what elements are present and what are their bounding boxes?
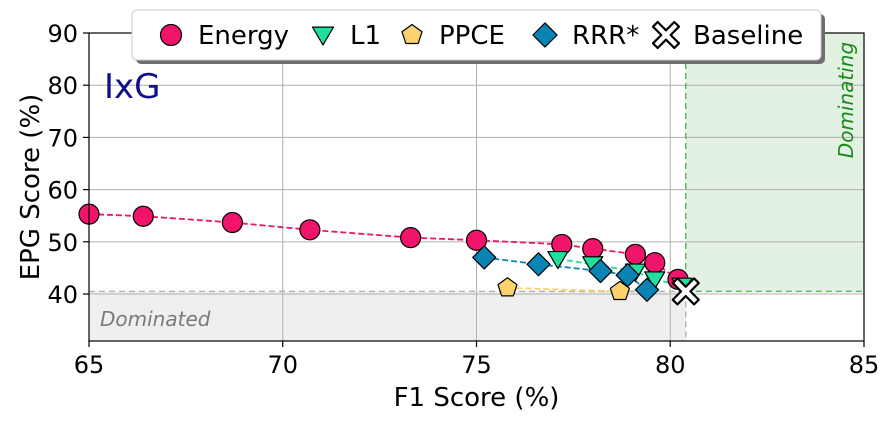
l1-legend-marker <box>311 26 335 46</box>
ppce-series-line <box>507 286 620 293</box>
energy-point <box>465 229 488 251</box>
rrr-point <box>526 252 551 277</box>
x-tick-label: 65 <box>74 351 105 379</box>
dominating-region-label: Dominating <box>834 42 858 158</box>
energy-point <box>221 211 243 234</box>
legend: Energy L1 PPCE RRR* Baseline <box>131 9 825 64</box>
x-axis-label: F1 Score (%) <box>394 383 560 413</box>
energy-point <box>299 219 321 241</box>
regions-layer <box>89 33 864 341</box>
x-tick-label: 75 <box>461 351 492 379</box>
rrr-series-line <box>484 256 648 291</box>
x-tick-label: 85 <box>849 351 880 379</box>
rrr-point <box>588 258 613 284</box>
ticks-layer: 65 70 75 80 85 40 50 60 70 80 90 <box>47 20 879 379</box>
energy-point <box>582 238 604 260</box>
rrr-point <box>634 277 660 302</box>
ppce-legend-label: PPCE <box>439 21 505 51</box>
y-tick-label: 60 <box>47 177 78 205</box>
rrr-point <box>615 263 640 288</box>
y-tick-label: 90 <box>47 20 78 48</box>
baseline-point <box>671 277 700 306</box>
points-layer <box>78 203 700 306</box>
y-axis-label: EPG Score (%) <box>16 94 46 281</box>
rrr-legend-marker <box>532 22 558 48</box>
rrr-legend-label: RRR* <box>572 21 639 51</box>
energy-legend-marker <box>159 23 183 47</box>
y-tick-label: 80 <box>47 72 78 100</box>
energy-point <box>644 252 666 274</box>
energy-point <box>132 205 154 227</box>
dominated-region-label: Dominated <box>100 307 211 331</box>
l1-legend-label: L1 <box>350 21 381 51</box>
energy-point <box>624 243 646 265</box>
energy-legend-label: Energy <box>198 21 289 51</box>
y-tick-label: 40 <box>47 281 78 309</box>
rrr-point <box>472 245 497 270</box>
baseline-legend-label: Baseline <box>693 21 803 51</box>
energy-point <box>400 227 422 249</box>
panel-label: IxG <box>104 67 161 107</box>
l1-series-line <box>557 258 683 287</box>
y-tick-label: 70 <box>47 124 78 152</box>
dominated-region <box>89 291 686 341</box>
legend-box <box>131 9 822 61</box>
baseline-legend-marker <box>651 20 681 50</box>
y-tick-label: 50 <box>47 229 78 257</box>
dominating-region <box>685 33 864 292</box>
x-tick-label: 80 <box>655 351 686 379</box>
ppce-point <box>497 277 518 297</box>
x-tick-label: 70 <box>267 351 298 379</box>
l1-point <box>547 250 569 270</box>
ppce-legend-marker <box>401 23 423 45</box>
